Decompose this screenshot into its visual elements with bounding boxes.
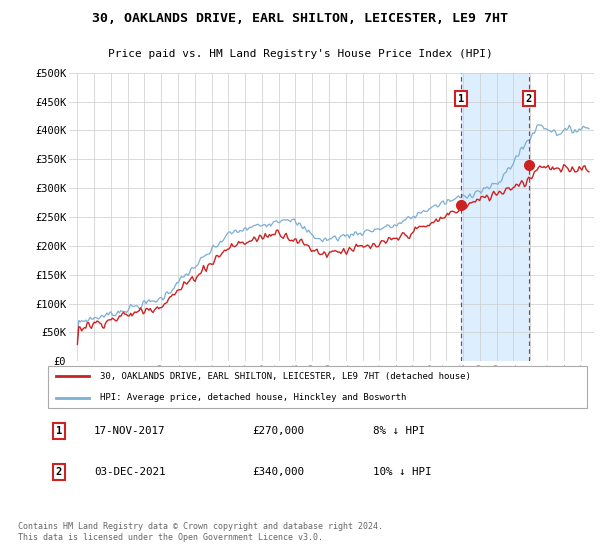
Text: Price paid vs. HM Land Registry's House Price Index (HPI): Price paid vs. HM Land Registry's House … bbox=[107, 49, 493, 59]
Text: Contains HM Land Registry data © Crown copyright and database right 2024.
This d: Contains HM Land Registry data © Crown c… bbox=[18, 522, 383, 542]
Text: 30, OAKLANDS DRIVE, EARL SHILTON, LEICESTER, LE9 7HT: 30, OAKLANDS DRIVE, EARL SHILTON, LEICES… bbox=[92, 12, 508, 25]
Text: 03-DEC-2021: 03-DEC-2021 bbox=[94, 468, 166, 477]
Text: 2: 2 bbox=[56, 468, 62, 477]
Text: 2: 2 bbox=[526, 94, 532, 104]
Bar bbox=[461, 73, 529, 361]
Text: 1: 1 bbox=[56, 426, 62, 436]
Text: 30, OAKLANDS DRIVE, EARL SHILTON, LEICESTER, LE9 7HT (detached house): 30, OAKLANDS DRIVE, EARL SHILTON, LEICES… bbox=[100, 372, 470, 381]
Text: HPI: Average price, detached house, Hinckley and Bosworth: HPI: Average price, detached house, Hinc… bbox=[100, 393, 406, 402]
Text: 1: 1 bbox=[458, 94, 464, 104]
Text: £270,000: £270,000 bbox=[253, 426, 304, 436]
Text: 8% ↓ HPI: 8% ↓ HPI bbox=[373, 426, 425, 436]
Text: 10% ↓ HPI: 10% ↓ HPI bbox=[373, 468, 431, 477]
Text: 17-NOV-2017: 17-NOV-2017 bbox=[94, 426, 166, 436]
Text: £340,000: £340,000 bbox=[253, 468, 304, 477]
FancyBboxPatch shape bbox=[48, 366, 587, 408]
